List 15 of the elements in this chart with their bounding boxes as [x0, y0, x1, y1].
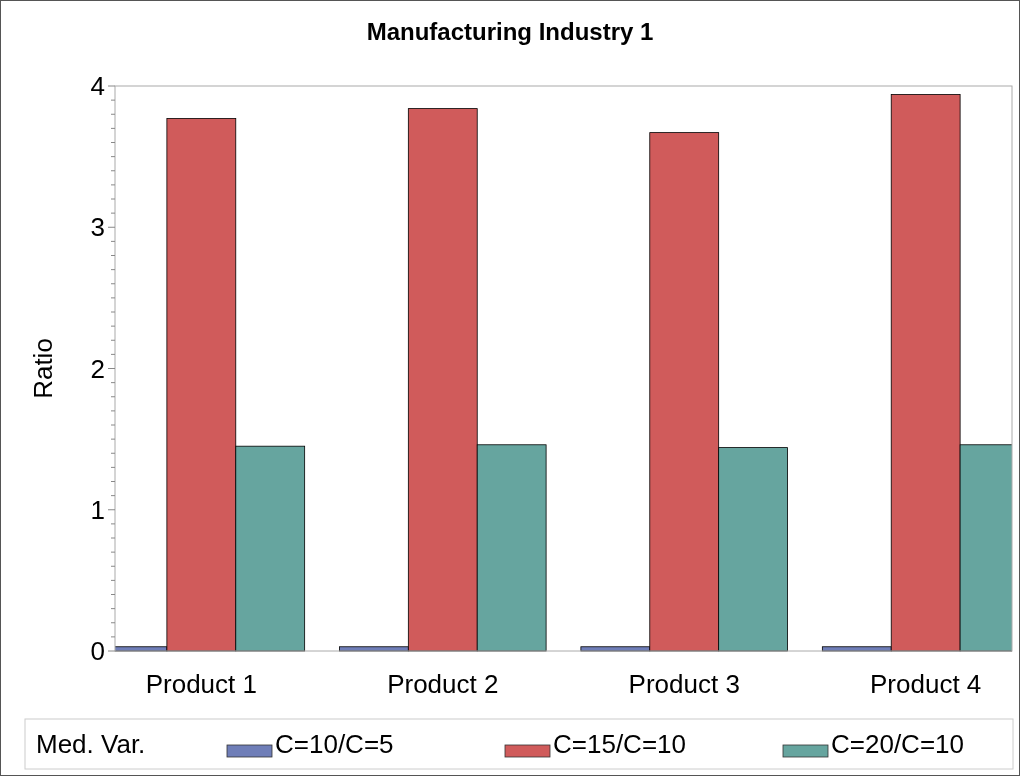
y-tick-label: 0 — [90, 636, 105, 667]
x-tick-label: Product 2 — [387, 669, 499, 699]
x-tick-label: Product 3 — [628, 669, 740, 699]
legend-label: C=15/C=10 — [553, 729, 686, 759]
x-tick-label: Product 1 — [145, 669, 257, 699]
x-tick-label: Product 4 — [870, 669, 982, 699]
legend-title: Med. Var. — [36, 729, 146, 759]
chart-title: Manufacturing Industry 1 — [366, 18, 654, 45]
y-tick-label: 4 — [90, 71, 105, 102]
y-tick-label: 2 — [90, 353, 105, 384]
y-axis-title: Ratio — [28, 338, 58, 399]
legend-label: C=20/C=10 — [831, 729, 964, 759]
legend-label: C=10/C=5 — [275, 729, 394, 759]
y-tick-label: 3 — [90, 212, 105, 243]
y-tick-label: 1 — [90, 494, 105, 525]
